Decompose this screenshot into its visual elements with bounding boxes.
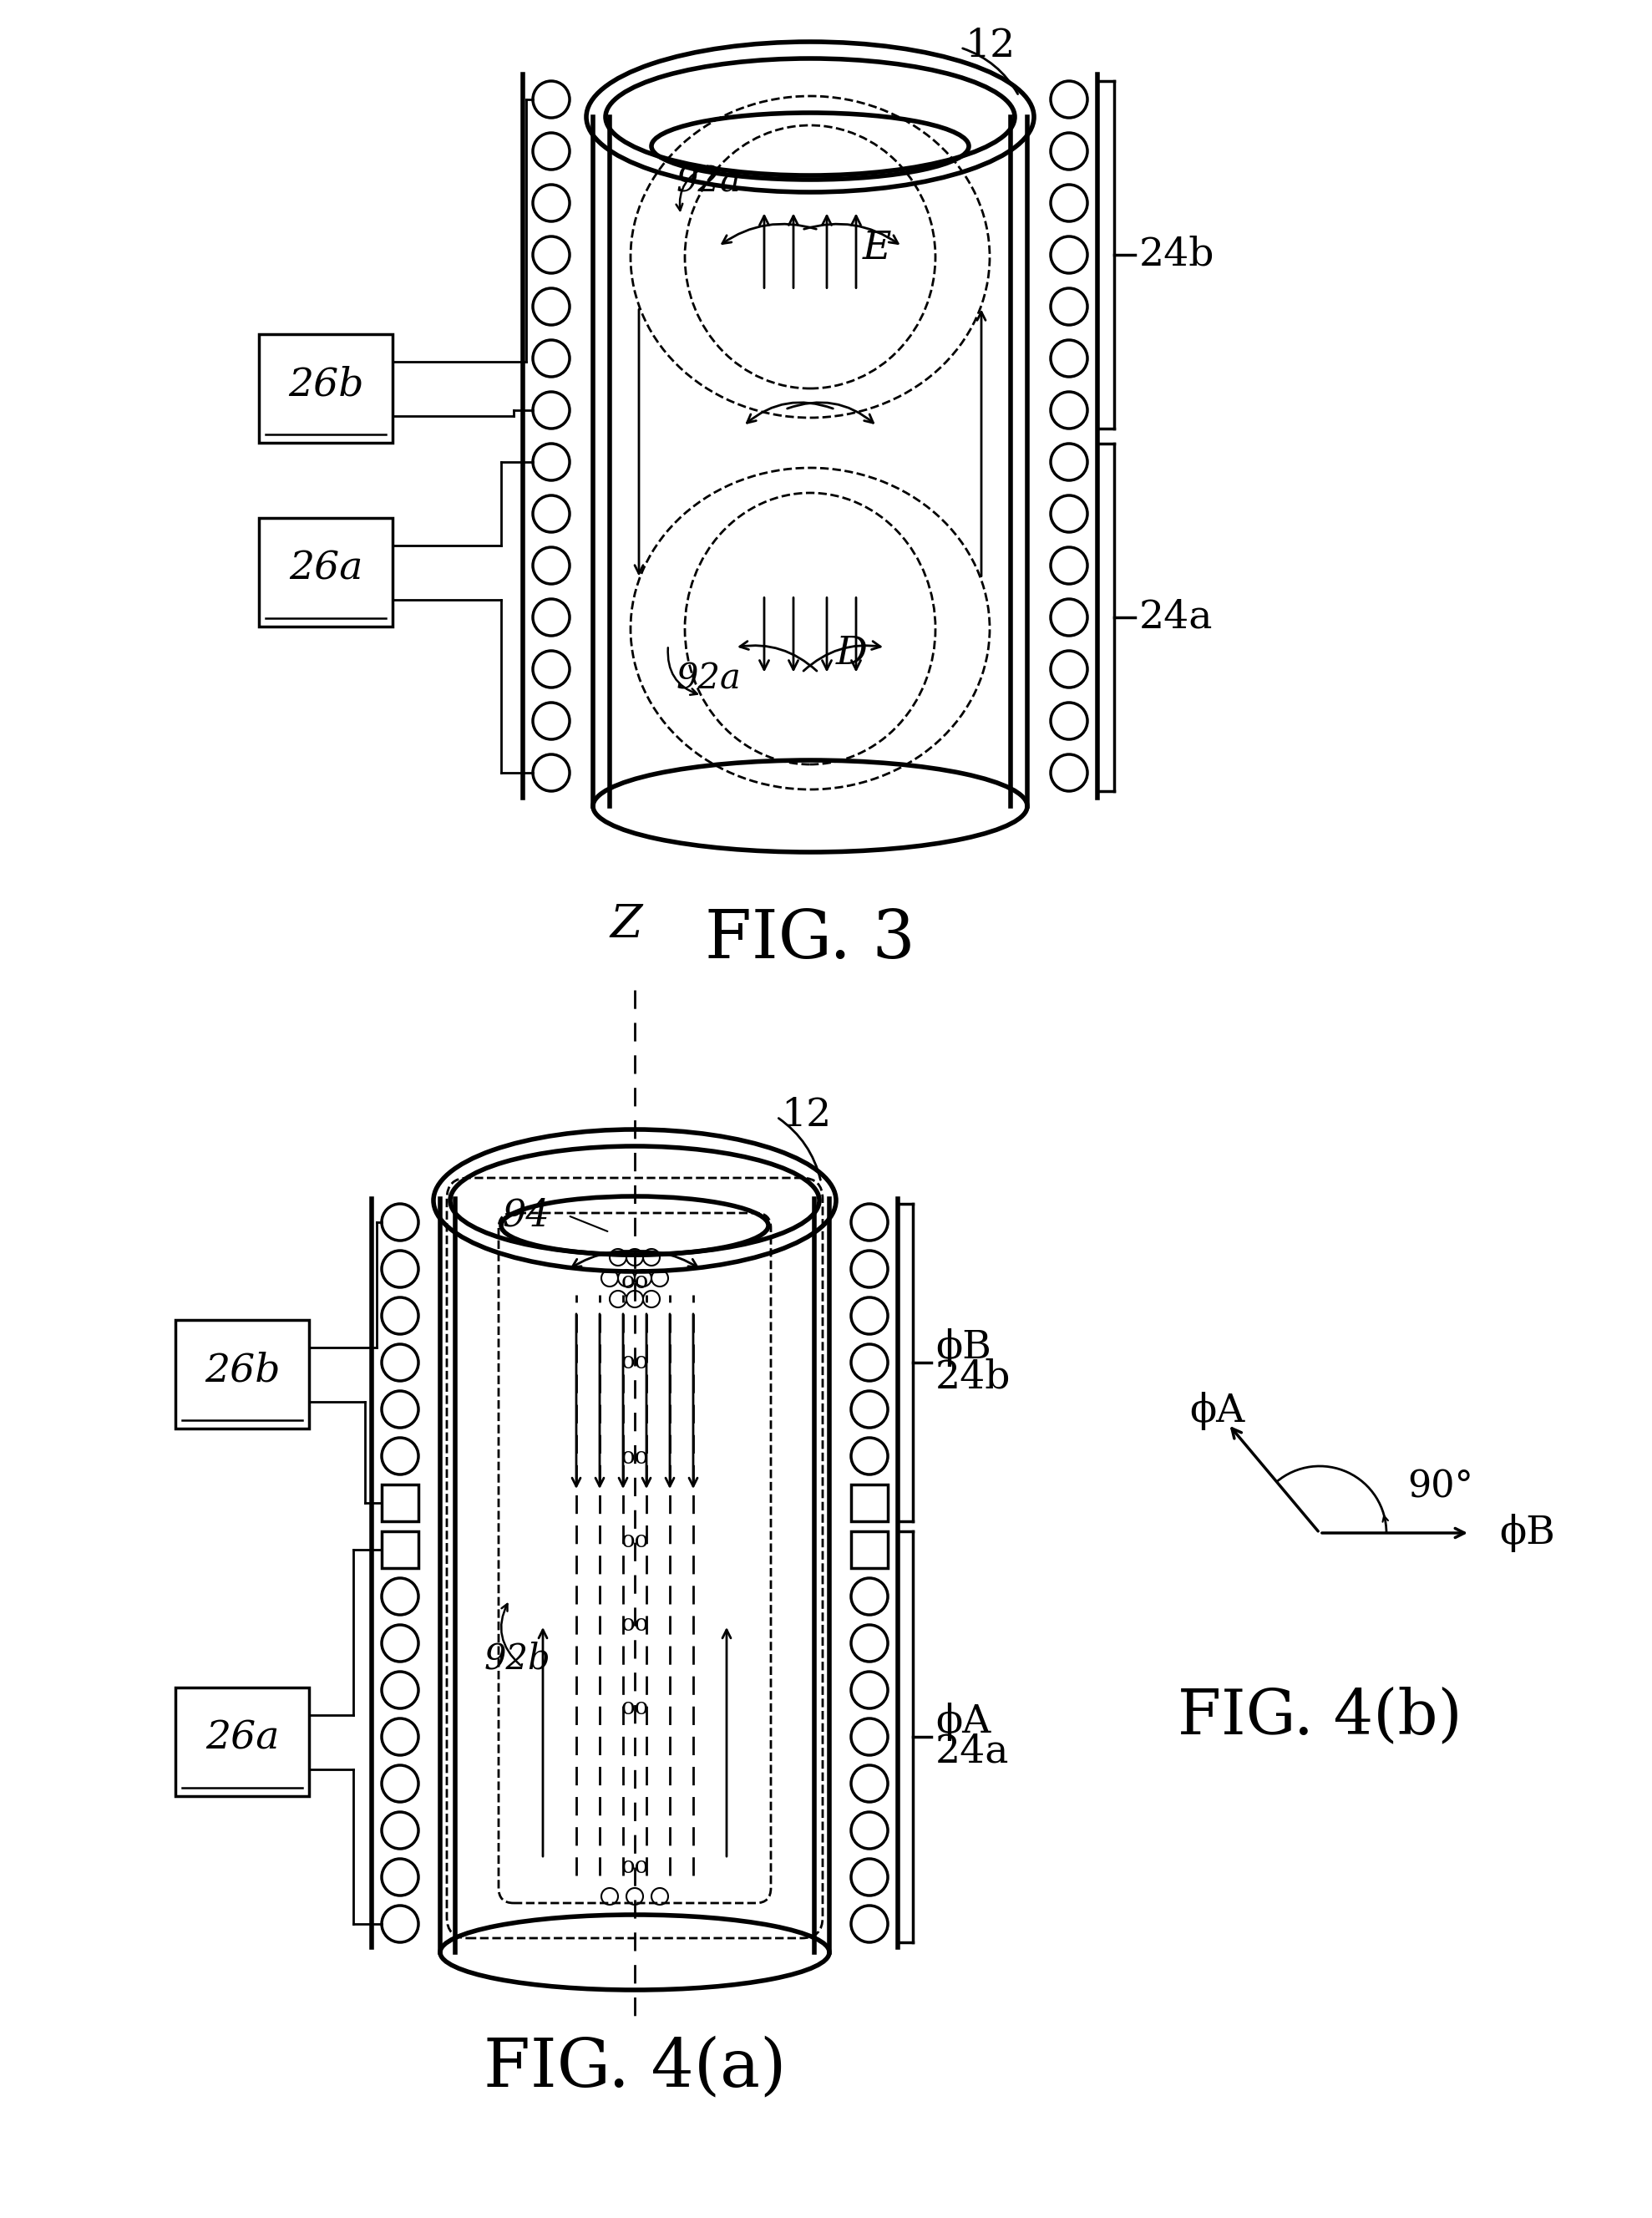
Text: oo: oo: [621, 1446, 649, 1468]
Bar: [382, 1530, 418, 1568]
Text: 92a: 92a: [677, 661, 742, 696]
Text: ϕA: ϕA: [1189, 1393, 1246, 1431]
Bar: [175, 1688, 309, 1797]
Text: 92a: 92a: [677, 164, 742, 200]
Text: 12: 12: [965, 27, 1014, 64]
Text: 92b: 92b: [484, 1641, 550, 1677]
Bar: [175, 1320, 309, 1428]
Text: 24b: 24b: [1140, 235, 1214, 273]
Text: oo: oo: [621, 1271, 649, 1293]
Text: 24a: 24a: [1140, 599, 1213, 637]
Text: D: D: [836, 634, 867, 672]
Text: 12: 12: [781, 1096, 831, 1133]
Bar: [382, 1484, 418, 1522]
Text: FIG. 3: FIG. 3: [705, 907, 915, 971]
Bar: [851, 1530, 887, 1568]
Text: FIG. 4(a): FIG. 4(a): [484, 2036, 786, 2100]
Text: 24a: 24a: [935, 1732, 1009, 1770]
Text: 26b: 26b: [287, 366, 363, 404]
Bar: [259, 335, 393, 444]
Text: 26a: 26a: [289, 550, 363, 588]
Text: 26b: 26b: [205, 1353, 279, 1391]
Bar: [851, 1484, 887, 1522]
Text: 26a: 26a: [205, 1719, 279, 1757]
Text: Z: Z: [610, 903, 643, 947]
Text: oo: oo: [621, 1530, 649, 1553]
Text: FIG. 4(b): FIG. 4(b): [1178, 1686, 1462, 1748]
Text: ϕA: ϕA: [935, 1703, 991, 1741]
Text: E: E: [862, 231, 892, 268]
Bar: [259, 519, 393, 625]
Text: ϕB: ϕB: [1498, 1513, 1555, 1553]
Text: oo: oo: [621, 1612, 649, 1637]
Text: oo: oo: [621, 1697, 649, 1719]
Text: 90°: 90°: [1408, 1468, 1474, 1506]
Text: 94: 94: [502, 1198, 550, 1233]
Text: oo: oo: [621, 1351, 649, 1373]
Text: oo: oo: [621, 1856, 649, 1879]
Text: 24b: 24b: [935, 1360, 1011, 1397]
Text: ϕB: ϕB: [935, 1329, 991, 1366]
